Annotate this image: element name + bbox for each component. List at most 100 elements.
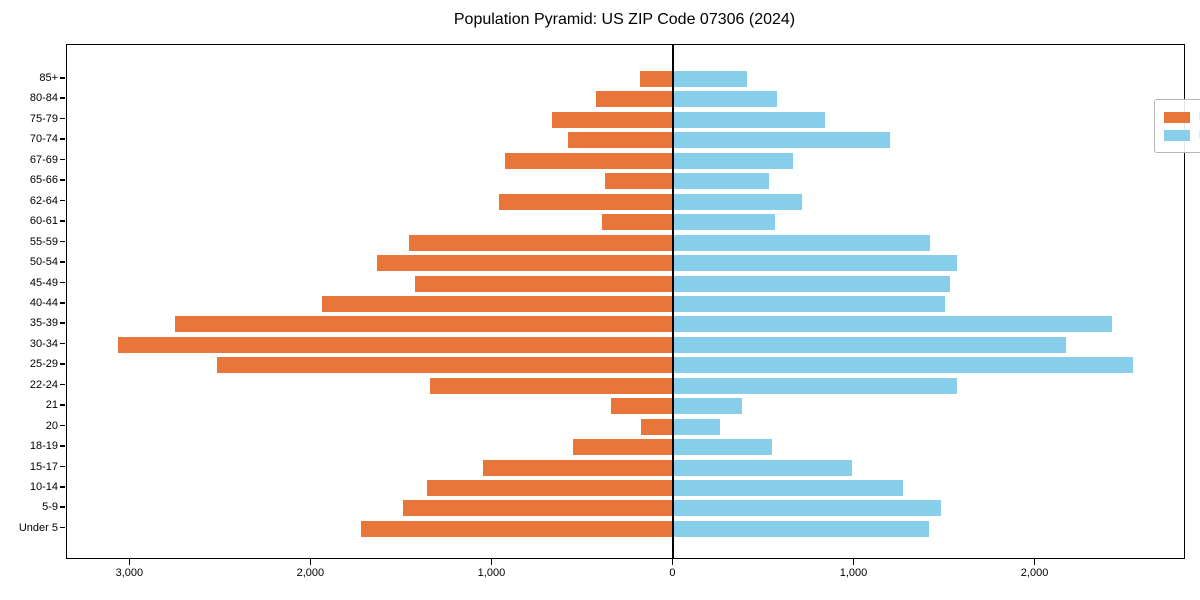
male-bar-35-39 xyxy=(174,316,674,333)
y-tick-mark xyxy=(60,445,65,447)
x-tick-mark xyxy=(309,559,312,565)
female-bar-18-19 xyxy=(673,439,773,456)
x-tick-label-1,000: 1,000 xyxy=(477,567,506,579)
y-tick-label-80-84: 80-84 xyxy=(29,92,58,105)
male-bar-50-54 xyxy=(376,255,674,272)
female-bar-5-9 xyxy=(673,500,942,517)
male-bar-25-29 xyxy=(217,357,674,374)
y-tick-label-20: 20 xyxy=(45,419,58,432)
female-bar-60-61 xyxy=(673,214,775,231)
male-color-swatch xyxy=(1164,111,1190,123)
female-bar-22-24 xyxy=(673,377,957,394)
zero-axis-line xyxy=(672,45,675,558)
female-color-swatch xyxy=(1164,129,1190,141)
y-tick-mark xyxy=(60,158,65,161)
y-tick-label-21: 21 xyxy=(45,399,58,412)
plot-area: Male Female xyxy=(66,44,1200,559)
y-tick-label-67-69: 67-69 xyxy=(29,153,58,166)
y-tick-label-62-64: 62-64 xyxy=(29,194,58,207)
y-tick-label-40-44: 40-44 xyxy=(29,296,58,309)
male-bar-18-19 xyxy=(572,439,674,456)
y-tick-mark xyxy=(60,138,65,140)
y-tick-label-35-39: 35-39 xyxy=(29,317,58,330)
male-bar-5-9 xyxy=(402,500,674,517)
male-bar-65-66 xyxy=(604,173,674,190)
female-bar-85+ xyxy=(673,71,747,87)
y-tick-label-15-17: 15-17 xyxy=(29,460,58,473)
y-tick-mark xyxy=(60,261,65,263)
y-tick-label-50-54: 50-54 xyxy=(29,256,58,269)
female-bar-62-64 xyxy=(673,193,802,210)
y-tick-mark xyxy=(60,117,65,120)
x-tick-label-2,000: 2,000 xyxy=(1020,567,1049,579)
chart-title: Population Pyramid: US ZIP Code 07306 (2… xyxy=(453,11,796,28)
male-bar-45-49 xyxy=(415,275,674,292)
female-bar-70-74 xyxy=(673,132,890,149)
y-tick-label-85+: 85+ xyxy=(39,72,58,84)
male-bar-60-61 xyxy=(601,214,674,231)
y-tick-mark xyxy=(60,179,65,181)
y-tick-mark xyxy=(60,342,65,345)
y-tick-mark xyxy=(60,77,65,79)
y-tick-mark xyxy=(60,281,65,284)
y-tick-label-5-9: 5-9 xyxy=(42,501,58,514)
female-bar-80-84 xyxy=(673,91,777,108)
y-tick-mark xyxy=(60,363,65,365)
y-tick-mark xyxy=(60,240,65,243)
x-tick-label-2,000: 2,000 xyxy=(296,567,325,579)
female-bar-20 xyxy=(673,418,720,435)
y-tick-mark xyxy=(60,322,65,324)
y-tick-label-65-66: 65-66 xyxy=(29,174,58,187)
male-bar-67-69 xyxy=(505,152,674,169)
male-bar-70-74 xyxy=(567,132,674,149)
y-tick-mark xyxy=(60,486,65,488)
y-tick-mark xyxy=(60,526,65,529)
female-bar-35-39 xyxy=(673,316,1113,333)
y-tick-mark xyxy=(60,465,65,468)
male-bar-10-14 xyxy=(427,480,674,496)
male-bar-Under 5 xyxy=(361,520,674,537)
y-tick-label-22-24: 22-24 xyxy=(29,378,58,391)
y-tick-label-45-49: 45-49 xyxy=(29,276,58,289)
female-bar-50-54 xyxy=(673,255,957,272)
y-tick-mark xyxy=(60,404,65,406)
female-bar-15-17 xyxy=(673,459,852,476)
y-tick-label-75-79: 75-79 xyxy=(29,112,58,125)
female-bar-10-14 xyxy=(673,480,904,496)
male-bar-85+ xyxy=(639,71,674,87)
female-bar-25-29 xyxy=(673,357,1134,374)
male-bar-20 xyxy=(640,418,674,435)
y-tick-label-18-19: 18-19 xyxy=(29,440,58,453)
male-bar-21 xyxy=(611,398,674,415)
x-tick-mark xyxy=(1033,559,1036,565)
y-tick-mark xyxy=(60,301,65,304)
legend: Male Female xyxy=(1154,99,1200,153)
male-bar-80-84 xyxy=(595,91,674,108)
x-tick-label-1,000: 1,000 xyxy=(839,567,868,579)
female-bar-30-34 xyxy=(673,336,1067,353)
y-tick-mark xyxy=(60,424,65,427)
y-tick-label-10-14: 10-14 xyxy=(29,481,58,493)
male-bar-22-24 xyxy=(429,377,674,394)
y-tick-mark xyxy=(60,383,65,386)
y-tick-label-60-61: 60-61 xyxy=(29,215,58,228)
y-tick-label-25-29: 25-29 xyxy=(29,358,58,371)
female-bar-45-49 xyxy=(673,275,950,292)
female-bar-21 xyxy=(673,398,743,415)
y-tick-label-70-74: 70-74 xyxy=(29,133,58,146)
female-bar-40-44 xyxy=(673,295,946,312)
female-bar-67-69 xyxy=(673,152,793,169)
x-tick-mark xyxy=(852,559,855,565)
female-bar-75-79 xyxy=(673,111,825,128)
female-bar-65-66 xyxy=(673,173,770,190)
male-bar-75-79 xyxy=(552,111,674,128)
y-tick-mark xyxy=(60,220,65,222)
y-tick-mark xyxy=(60,506,65,509)
x-tick-mark xyxy=(671,559,674,565)
male-bar-62-64 xyxy=(498,193,674,210)
x-tick-mark xyxy=(128,559,131,565)
x-tick-label-0: 0 xyxy=(669,567,676,579)
y-tick-mark xyxy=(60,199,65,202)
legend-entry-male: Male xyxy=(1164,109,1200,125)
y-tick-mark xyxy=(60,97,65,100)
